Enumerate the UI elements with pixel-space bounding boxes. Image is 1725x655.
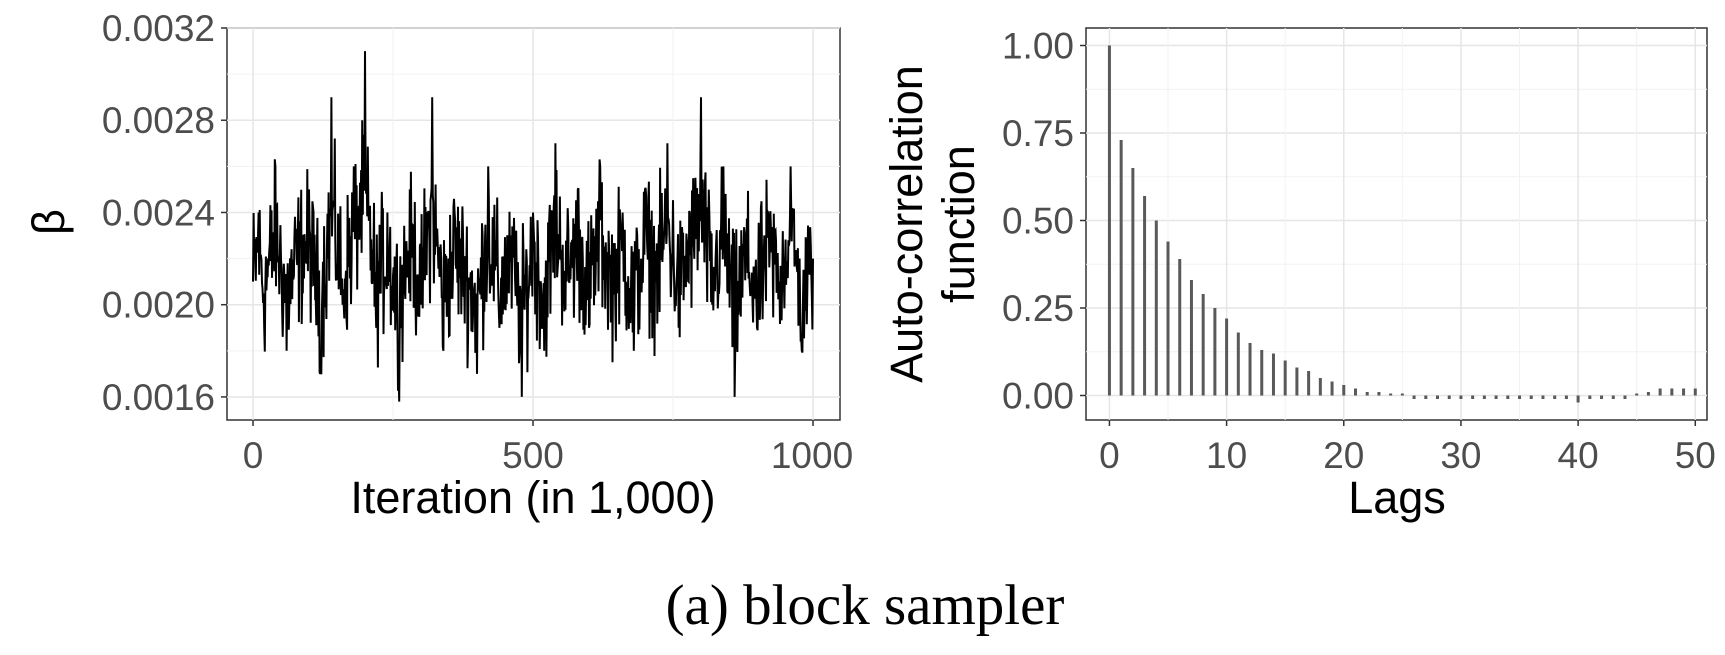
acf-x-tick-label: 10: [1206, 435, 1247, 476]
acf-x-tick-label: 50: [1675, 435, 1716, 476]
acf-y-tick-label: 0.75: [1002, 113, 1074, 154]
trace-y-tick-labels: 0.0016 0.0020 0.0024 0.0028 0.0032: [102, 8, 227, 418]
trace-y-tick-label: 0.0020: [102, 285, 215, 326]
acf-plot-panel: 0.00 0.25 0.50 0.75 1.00 0 10 20 30 40 50 Lags Au…: [881, 26, 1716, 524]
trace-y-tick-label: 0.0028: [102, 100, 215, 141]
acf-x-tick-label: 0: [1099, 435, 1120, 476]
figure-caption: (a) block sampler: [666, 574, 1065, 637]
trace-y-tick-label: 0.0016: [102, 377, 215, 418]
acf-x-tick-label: 40: [1558, 435, 1599, 476]
acf-y-tick-label: 0.00: [1002, 376, 1074, 417]
acf-x-axis-title: Lags: [1348, 472, 1446, 523]
trace-x-axis-title: Iteration (in 1,000): [350, 472, 715, 523]
trace-x-tick-label: 1000: [771, 435, 853, 476]
trace-x-tick-label: 500: [502, 435, 564, 476]
acf-y-tick-labels: 0.00 0.25 0.50 0.75 1.00: [1002, 26, 1086, 417]
trace-y-tick-label: 0.0024: [102, 192, 215, 233]
trace-x-tick-labels: 0 500 1000: [243, 420, 853, 476]
acf-y-tick-label: 1.00: [1002, 26, 1074, 67]
acf-x-tick-labels: 0 10 20 30 40 50: [1099, 420, 1716, 476]
acf-plot-area: [1085, 27, 1708, 421]
acf-bars: [1107, 45, 1697, 403]
acf-y-axis-title-line-1: Auto-correlation: [881, 65, 932, 383]
trace-y-tick-label: 0.0032: [102, 8, 215, 49]
acf-x-tick-label: 20: [1323, 435, 1364, 476]
acf-y-axis-title-line-2: function: [933, 145, 984, 303]
acf-y-tick-label: 0.25: [1002, 288, 1074, 329]
trace-line-series: [252, 51, 814, 402]
acf-x-tick-label: 30: [1440, 435, 1481, 476]
trace-x-tick-label: 0: [243, 435, 264, 476]
trace-y-axis-title: β: [23, 209, 74, 235]
acf-y-tick-label: 0.50: [1002, 201, 1074, 242]
